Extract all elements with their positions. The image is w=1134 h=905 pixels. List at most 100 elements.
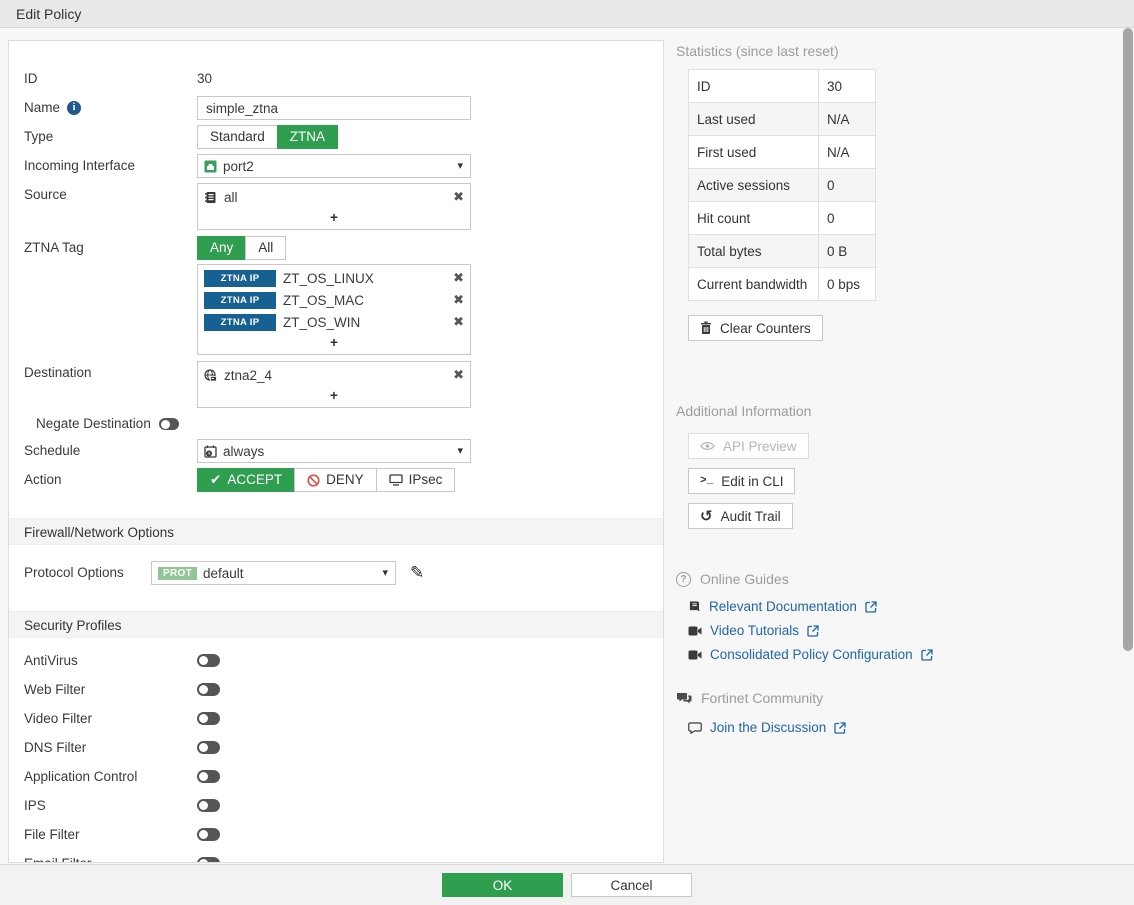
incoming-interface-select[interactable]: port2 ▾	[197, 154, 471, 178]
consolidated-policy-configuration-link[interactable]: Consolidated Policy Configuration	[710, 647, 913, 662]
api-preview-button[interactable]: API Preview	[688, 433, 809, 459]
destination-entry[interactable]: ztna2_4 ✖	[204, 364, 464, 386]
protocol-options-select[interactable]: PROT default ▾	[151, 561, 396, 585]
scrollbar-track[interactable]	[1122, 28, 1134, 905]
application-control-label: Application Control	[24, 769, 138, 784]
stat-value: 0	[818, 201, 876, 235]
negate-destination-label: Negate Destination	[36, 416, 151, 431]
action-ipsec-button[interactable]: IPsec	[375, 468, 456, 492]
ok-button[interactable]: OK	[442, 873, 563, 897]
table-row: Last used N/A	[688, 102, 876, 136]
stat-value: 0 bps	[818, 267, 876, 301]
table-row: Hit count 0	[688, 201, 876, 235]
online-guides-title: Online Guides	[700, 571, 789, 587]
community-link: Join the Discussion	[688, 720, 1122, 735]
audit-trail-button[interactable]: ↺ Audit Trail	[688, 503, 793, 529]
name-input[interactable]	[197, 96, 471, 120]
email-filter-label: Email Filter	[24, 849, 197, 862]
remove-tag-icon[interactable]: ✖	[453, 314, 464, 329]
deny-label: DENY	[326, 472, 364, 487]
scrollbar-thumb[interactable]	[1123, 28, 1133, 651]
fortinet-community-header: Fortinet Community	[676, 690, 1122, 706]
clear-counters-button[interactable]: Clear Counters	[688, 315, 823, 341]
video-filter-toggle[interactable]	[197, 712, 220, 725]
source-row: Source all ✖ +	[9, 183, 663, 230]
table-row: Current bandwidth 0 bps	[688, 267, 876, 301]
destination-value: ztna2_4	[224, 367, 273, 383]
ipsec-label: IPsec	[408, 472, 443, 487]
name-row: Name i	[9, 96, 663, 120]
chevron-down-icon: ▾	[457, 445, 463, 457]
profile-row: File Filter	[9, 820, 663, 849]
type-ztna-button[interactable]: ZTNA	[276, 125, 339, 149]
source-entry[interactable]: all ✖	[204, 186, 464, 208]
action-row: Action ✔ ACCEPT DENY	[9, 468, 663, 492]
video-tutorials-link[interactable]: Video Tutorials	[710, 623, 800, 638]
web-filter-label: Web Filter	[24, 682, 86, 697]
ips-label: IPS	[24, 798, 46, 813]
dns-filter-toggle[interactable]	[197, 741, 220, 754]
edit-in-cli-button[interactable]: >_ Edit in CLI	[688, 468, 796, 494]
audit-trail-label: Audit Trail	[720, 508, 781, 524]
schedule-value: always	[223, 443, 265, 459]
ips-toggle[interactable]	[197, 799, 220, 812]
stat-label: Total bytes	[688, 234, 819, 268]
application-control-toggle[interactable]	[197, 770, 220, 783]
action-accept-button[interactable]: ✔ ACCEPT	[197, 468, 296, 492]
profile-row: IPS	[9, 791, 663, 820]
negate-destination-toggle[interactable]	[158, 417, 179, 430]
incoming-interface-label: Incoming Interface	[24, 158, 136, 173]
speech-bubbles-icon	[677, 692, 692, 703]
add-source-button[interactable]: +	[330, 210, 338, 225]
email-filter-toggle[interactable]	[197, 857, 220, 862]
edit-policy-form: ID 30 Name i Type Standard ZTNA Incoming…	[8, 40, 664, 863]
ztna-tag-entry[interactable]: ZTNA IP ZT_OS_LINUX ✖	[204, 267, 464, 289]
relevant-documentation-link[interactable]: Relevant Documentation	[709, 599, 857, 614]
web-filter-toggle[interactable]	[197, 683, 220, 696]
incoming-interface-value: port2	[223, 158, 254, 174]
type-standard-button[interactable]: Standard	[197, 125, 278, 149]
table-row: Total bytes 0 B	[688, 234, 876, 268]
prot-badge: PROT	[158, 566, 197, 580]
online-guides-header: ? Online Guides	[676, 571, 1122, 587]
remove-tag-icon[interactable]: ✖	[453, 292, 464, 307]
schedule-select[interactable]: always ▾	[197, 439, 471, 463]
right-panel: Statistics (since last reset) ID 30 Last…	[676, 40, 1122, 744]
eye-icon	[700, 442, 715, 450]
ztna-tag-entry[interactable]: ZTNA IP ZT_OS_WIN ✖	[204, 311, 464, 333]
join-the-discussion-link[interactable]: Join the Discussion	[710, 720, 827, 735]
schedule-row: Schedule always ▾	[9, 439, 663, 463]
edit-pencil-icon[interactable]: ✎	[410, 563, 425, 582]
stat-label: Last used	[688, 102, 819, 136]
file-filter-toggle[interactable]	[197, 828, 220, 841]
antivirus-toggle[interactable]	[197, 654, 220, 667]
video-camera-icon	[688, 626, 702, 635]
statistics-title: Statistics (since last reset)	[676, 43, 839, 59]
clear-counters-label: Clear Counters	[720, 320, 811, 336]
ztna-tag-label: ZTNA Tag	[24, 240, 84, 255]
ztna-match-all-button[interactable]: All	[245, 236, 287, 260]
negate-destination-row: Negate Destination	[9, 416, 663, 431]
edit-in-cli-label: Edit in CLI	[721, 473, 784, 489]
remove-source-icon[interactable]: ✖	[453, 189, 464, 204]
stat-value: 30	[818, 69, 876, 103]
stat-label: Hit count	[688, 201, 819, 235]
protocol-options-label: Protocol Options	[24, 565, 124, 580]
stat-label: Current bandwidth	[688, 267, 819, 301]
vip-globe-icon	[204, 368, 217, 381]
remove-destination-icon[interactable]: ✖	[453, 367, 464, 382]
info-icon[interactable]: i	[67, 101, 82, 115]
source-box: all ✖ +	[197, 183, 471, 230]
firewall-network-options-header: Firewall/Network Options	[9, 518, 663, 545]
page-title: Edit Policy	[0, 0, 1134, 28]
action-deny-button[interactable]: DENY	[294, 468, 377, 492]
ztna-match-any-button[interactable]: Any	[197, 236, 247, 260]
add-destination-button[interactable]: +	[330, 388, 338, 403]
destination-row: Destination ztna2_4 ✖ +	[9, 361, 663, 408]
undo-icon: ↺	[700, 508, 713, 525]
remove-tag-icon[interactable]: ✖	[453, 270, 464, 285]
add-ztna-tag-button[interactable]: +	[330, 335, 338, 350]
cancel-button[interactable]: Cancel	[571, 873, 692, 897]
table-row: ID 30	[688, 69, 876, 103]
ztna-tag-entry[interactable]: ZTNA IP ZT_OS_MAC ✖	[204, 289, 464, 311]
